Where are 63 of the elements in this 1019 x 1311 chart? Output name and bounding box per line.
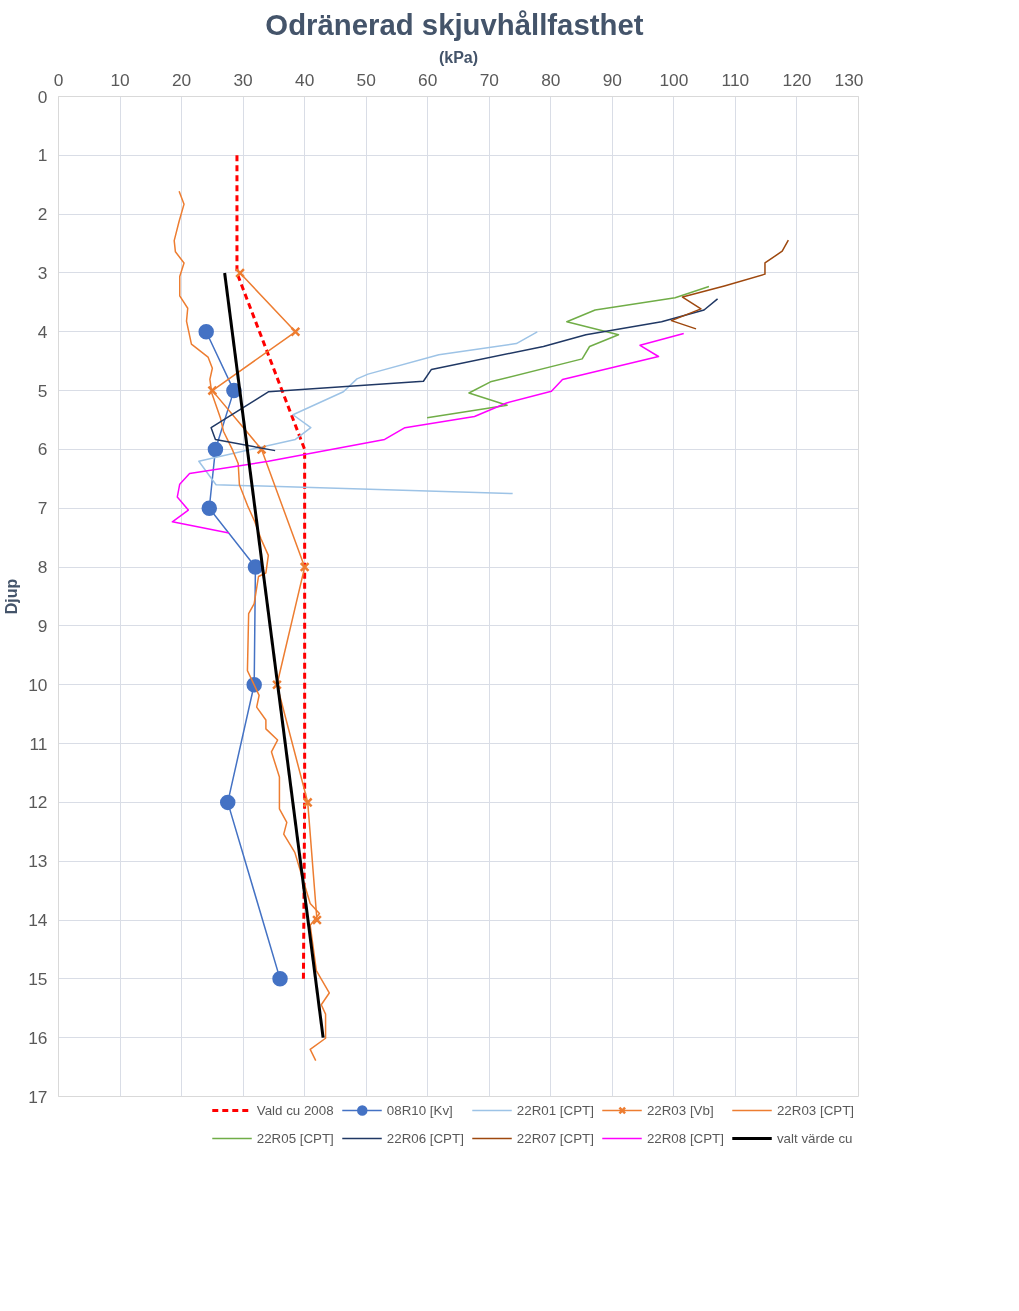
point [201, 500, 218, 516]
point [247, 559, 264, 575]
line-series [198, 331, 539, 495]
line-series [670, 239, 790, 330]
y-tick-label: 14 [28, 910, 48, 931]
y-tick-label: 7 [37, 498, 48, 519]
line-series [426, 285, 710, 419]
point [302, 797, 313, 808]
y-tick-label: 3 [37, 262, 48, 283]
x-tick-label: 70 [479, 69, 499, 90]
y-tick-label: 5 [37, 380, 48, 401]
y-tick-label: 10 [28, 674, 48, 695]
line-series [235, 153, 307, 981]
point [299, 561, 310, 573]
x-tick-label: 20 [171, 69, 192, 90]
y-axis-title: Djup [3, 578, 21, 615]
x-tick-label: 110 [721, 69, 750, 90]
x-tick-label: 60 [418, 69, 438, 90]
line-series [171, 332, 685, 534]
x-tick-label: 30 [233, 69, 253, 90]
y-tick-label: 2 [37, 204, 48, 225]
point [272, 971, 288, 987]
legend-label: 08R10 [Kv] [386, 1102, 453, 1118]
legend-label: 22R05 [CPT] [256, 1130, 334, 1146]
chart-title: Odränerad skjuvhållfasthet [265, 7, 644, 41]
point [219, 794, 236, 811]
x-tick-label: 100 [659, 69, 689, 90]
y-tick-label: 11 [29, 733, 48, 754]
x-tick-label: 90 [602, 69, 622, 90]
y-tick-label: 17 [28, 1086, 48, 1107]
point [290, 326, 301, 337]
y-tick-label: 6 [37, 439, 48, 460]
point [234, 267, 246, 279]
x-tick-label: 50 [356, 69, 376, 90]
y-tick-label: 12 [28, 792, 48, 813]
point [311, 914, 323, 926]
y-tick-label: 9 [37, 615, 48, 636]
y-tick-label: 0 [37, 86, 48, 107]
legend-label: 22R06 [CPT] [386, 1130, 464, 1146]
line-series [173, 190, 331, 1062]
x-tick-label: 0 [53, 69, 64, 90]
y-tick-label: 1 [37, 145, 48, 166]
point [198, 324, 214, 340]
point [207, 385, 218, 396]
y-tick-label: 16 [28, 1027, 48, 1048]
legend-label: 22R03 [CPT] [776, 1102, 854, 1118]
legend-label: valt värde cu [776, 1130, 853, 1146]
legend-label: 22R07 [CPT] [516, 1130, 594, 1146]
x-axis-title: (kPa) [438, 48, 479, 66]
y-tick-label: 15 [28, 968, 48, 989]
point [207, 441, 224, 458]
x-tick-label: 130 [834, 69, 864, 90]
legend-label: 22R03 [Vb] [646, 1102, 714, 1118]
legend-label: 22R01 [CPT] [516, 1102, 594, 1118]
x-tick-label: 40 [295, 69, 315, 90]
y-tick-label: 8 [37, 557, 48, 578]
x-tick-label: 120 [782, 69, 812, 90]
legend-label: Vald cu 2008 [256, 1102, 334, 1118]
y-tick-label: 13 [28, 851, 48, 872]
x-tick-label: 10 [110, 69, 130, 90]
y-tick-label: 4 [37, 321, 48, 342]
legend-label: 22R08 [CPT] [646, 1130, 724, 1146]
x-tick-label: 80 [541, 69, 561, 90]
